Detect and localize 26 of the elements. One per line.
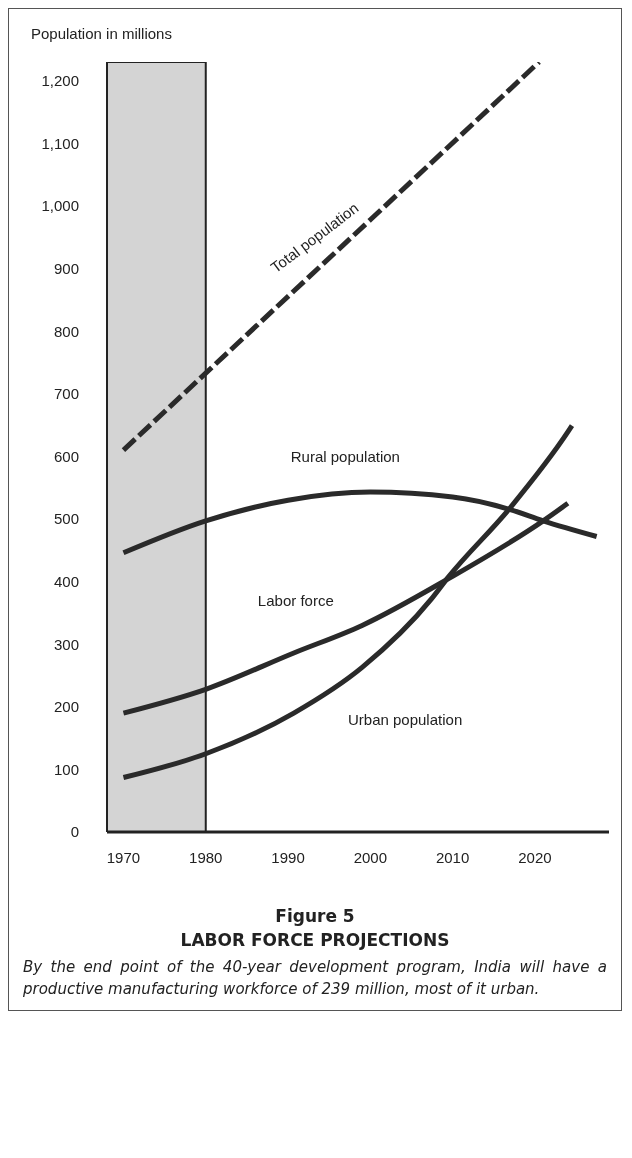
x-tick-label: 2020: [518, 848, 552, 866]
x-tick-label: 2000: [353, 848, 388, 866]
y-tick-label: 0: [70, 823, 79, 841]
series-label: Urban population: [347, 711, 463, 729]
x-tick-label: 1980: [189, 848, 223, 866]
text: LABOR FORCE PROJECTIONS: [179, 930, 451, 950]
y-tick-label: 900: [53, 259, 79, 277]
series-label: Rural population: [290, 448, 400, 466]
y-tick-label: 200: [53, 698, 79, 716]
y-tick-label: 700: [53, 385, 79, 403]
text: Figure 5: [274, 906, 356, 926]
x-tick-label: 1990: [271, 848, 305, 866]
y-tick-label: 1,100: [41, 134, 79, 152]
y-tick-label: 500: [53, 510, 79, 528]
y-axis-title: Population in millions: [30, 24, 173, 42]
text: By the end point of the 40-year development program, India will have a productive manufacturing workforce of 239 million, most of it urban.: [22, 957, 608, 1000]
x-tick-label: 1970: [106, 848, 141, 866]
y-tick-label: 600: [53, 447, 79, 465]
y-tick-label: 300: [53, 635, 79, 653]
y-tick-label: 100: [53, 760, 79, 778]
y-tick-label: 800: [53, 322, 79, 340]
series-label: Labor force: [257, 591, 334, 609]
y-tick-label: 1,000: [41, 197, 79, 215]
y-tick-label: 400: [53, 572, 79, 590]
x-tick-label: 2010: [435, 848, 470, 866]
y-tick-label: 1,200: [41, 72, 79, 90]
